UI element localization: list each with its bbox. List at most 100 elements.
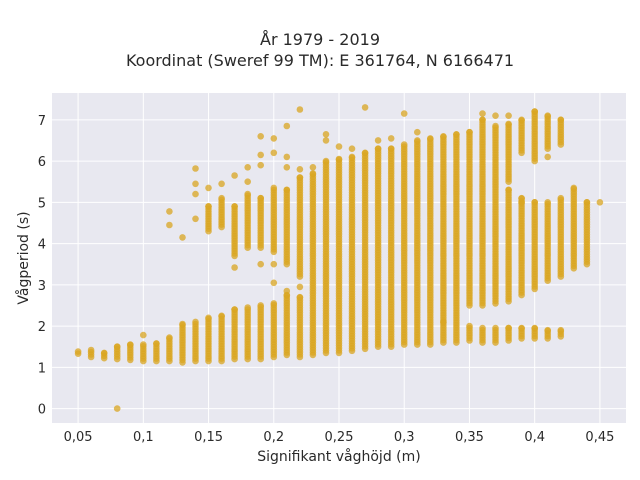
data-point [179, 320, 186, 328]
data-point [166, 208, 173, 215]
data-point [427, 135, 434, 142]
data-point [257, 133, 265, 140]
data-point [296, 283, 304, 291]
data-point [322, 131, 330, 138]
data-point [231, 264, 238, 271]
data-point [257, 302, 265, 309]
data-point [100, 349, 108, 357]
x-tick-label: 0,1 [133, 430, 154, 445]
data-point [270, 149, 278, 157]
data-point [557, 326, 565, 334]
data-point [244, 304, 251, 311]
data-point [74, 348, 82, 355]
data-point [283, 186, 291, 194]
data-point [166, 334, 173, 341]
y-axis-label: Vågperiod (s) [15, 211, 32, 304]
data-point [544, 153, 551, 161]
data-point [218, 312, 225, 320]
data-point [257, 151, 265, 159]
data-point [414, 128, 421, 136]
data-point [205, 184, 212, 192]
data-point [505, 186, 512, 194]
data-point [505, 112, 512, 119]
data-point [244, 190, 251, 198]
x-tick-label: 0,05 [64, 430, 93, 445]
data-point [570, 184, 578, 192]
tick-labels: 0,05 0,1 0,15 0,2 0,25 0,3 0,35 0,4 0,45 0 1 2 3 4 5 6 7 [38, 114, 615, 445]
data-point [335, 155, 343, 163]
data-point [531, 199, 538, 206]
data-point [257, 260, 265, 268]
data-point [87, 346, 95, 354]
data-point [283, 122, 291, 130]
data-point [283, 287, 291, 295]
data-point [309, 170, 317, 177]
data-point [518, 199, 525, 206]
data-point [113, 405, 121, 412]
y-tick-label: 0 [38, 403, 46, 418]
x-tick-label: 0,35 [455, 430, 484, 445]
data-point [140, 331, 147, 339]
data-point [518, 324, 525, 332]
data-point [387, 145, 395, 152]
data-point [518, 116, 525, 124]
data-point [479, 116, 486, 124]
data-point [557, 194, 565, 202]
data-point [479, 324, 486, 332]
data-point [113, 343, 121, 351]
data-point [309, 164, 317, 171]
data-point [505, 120, 512, 128]
data-point [505, 324, 512, 332]
data-point [492, 112, 499, 119]
data-point [335, 143, 343, 150]
data-point [270, 300, 278, 307]
data-point [205, 314, 212, 322]
x-tick-label: 0,3 [394, 430, 415, 445]
data-point [531, 108, 538, 115]
data-point [257, 161, 265, 169]
data-point [466, 322, 473, 330]
data-point [544, 199, 551, 206]
data-point [414, 137, 421, 144]
data-point [192, 165, 199, 172]
data-point [127, 341, 134, 348]
data-point [192, 190, 199, 198]
data-point [374, 145, 382, 152]
data-point [218, 180, 225, 188]
data-point [153, 340, 160, 347]
x-tick-label: 0,45 [585, 430, 614, 445]
data-point [270, 184, 278, 192]
data-point [270, 260, 278, 268]
data-point [453, 131, 460, 138]
data-point [140, 341, 147, 348]
data-point [492, 122, 499, 130]
data-point [361, 149, 369, 157]
data-point [205, 203, 212, 210]
data-point [440, 318, 447, 326]
data-point [348, 145, 356, 152]
chart-title-line-1: År 1979 - 2019 [260, 30, 380, 49]
data-point [544, 112, 551, 119]
data-point [387, 135, 395, 142]
data-point [218, 194, 225, 202]
data-point [283, 153, 291, 161]
data-point [270, 135, 278, 142]
data-point [257, 194, 265, 202]
data-point [440, 133, 447, 140]
y-tick-label: 1 [38, 361, 46, 376]
data-point [296, 174, 304, 181]
data-point [296, 293, 304, 301]
data-point [492, 324, 499, 332]
data-point [479, 110, 486, 117]
data-point [400, 141, 408, 148]
data-point [231, 306, 238, 313]
y-tick-label: 5 [38, 196, 46, 211]
data-point [244, 178, 251, 185]
chart-title-line-2: Koordinat (Sweref 99 TM): E 361764, N 61… [125, 51, 515, 70]
y-tick-label: 6 [38, 155, 46, 170]
data-point [231, 203, 238, 210]
data-point [192, 318, 199, 326]
y-tick-label: 7 [38, 114, 46, 129]
